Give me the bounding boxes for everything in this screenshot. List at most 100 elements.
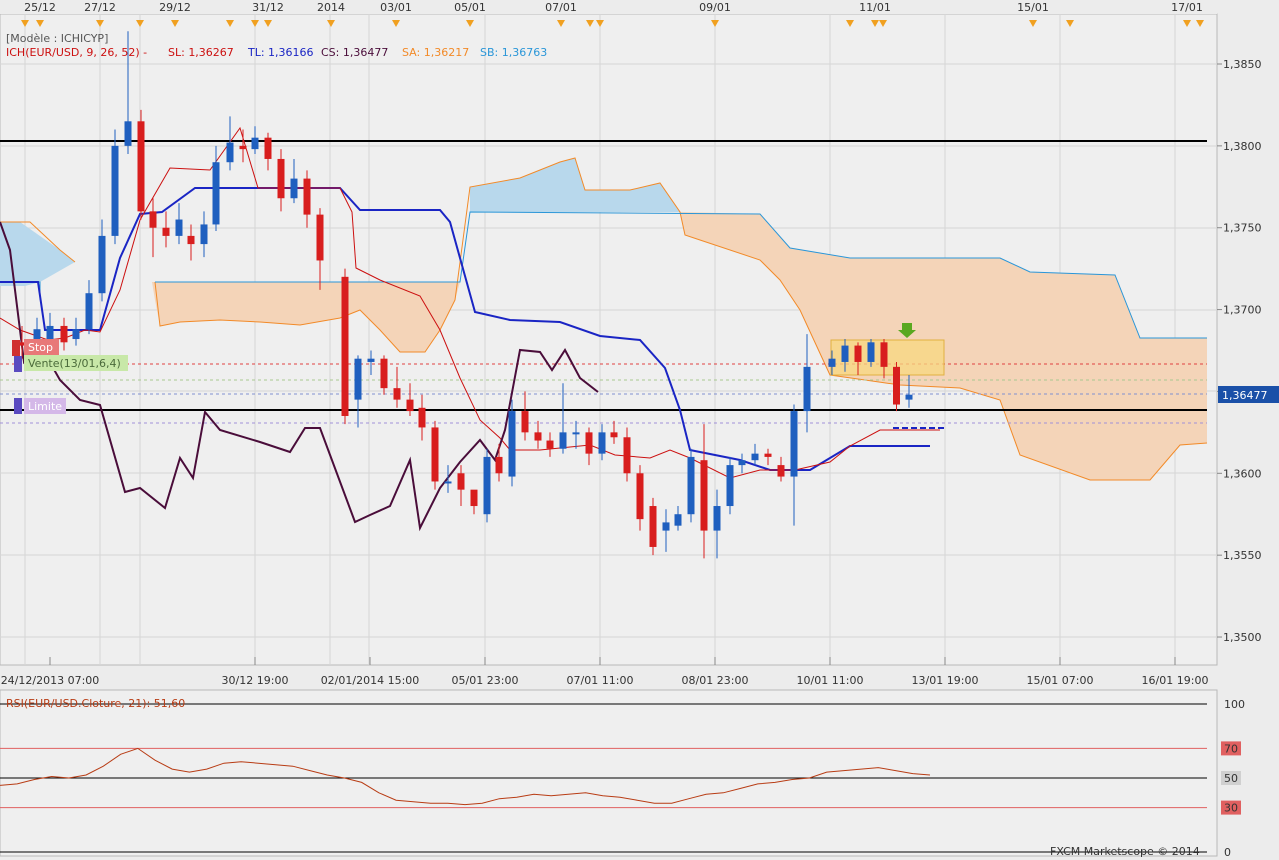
candle-body	[777, 465, 785, 477]
candle[interactable]	[212, 145, 220, 231]
bottom-axis-label: 08/01 23:00	[682, 674, 749, 687]
candle[interactable]	[303, 170, 311, 228]
candle[interactable]	[508, 399, 516, 487]
candle[interactable]	[251, 126, 259, 155]
sell-arrow-icon	[898, 323, 916, 338]
candle[interactable]	[239, 129, 247, 163]
candle[interactable]	[380, 355, 388, 395]
candle[interactable]	[98, 219, 106, 302]
candle[interactable]	[149, 198, 157, 258]
candle[interactable]	[610, 420, 618, 444]
candle[interactable]	[483, 448, 491, 523]
candle[interactable]	[72, 317, 80, 346]
candle-body	[726, 465, 734, 507]
candle[interactable]	[700, 424, 708, 559]
candle[interactable]	[738, 453, 746, 474]
candle-body	[316, 214, 324, 261]
candle[interactable]	[893, 361, 900, 412]
candle[interactable]	[636, 465, 644, 531]
candle[interactable]	[470, 489, 478, 515]
candle-body	[674, 514, 682, 526]
candle[interactable]	[790, 404, 798, 526]
candle[interactable]	[880, 339, 888, 379]
candle[interactable]	[751, 443, 759, 466]
candle[interactable]	[495, 443, 503, 482]
candle[interactable]	[290, 158, 298, 204]
candle[interactable]	[175, 203, 183, 245]
candle-body	[559, 432, 567, 449]
candle[interactable]	[341, 268, 349, 425]
candle[interactable]	[277, 149, 285, 212]
candle[interactable]	[828, 350, 836, 376]
candle[interactable]	[777, 456, 785, 482]
candle[interactable]	[803, 334, 811, 433]
candle-body	[880, 342, 888, 367]
candle[interactable]	[764, 448, 772, 466]
rsi-panel[interactable]	[0, 689, 1218, 857]
candle[interactable]	[18, 325, 26, 359]
rsi-level-bg	[1221, 741, 1241, 756]
event-marker-icon	[846, 20, 854, 27]
candle-body	[46, 325, 54, 343]
candle[interactable]	[662, 509, 670, 552]
bottom-axis-label: 24/12/2013 07:00	[1, 674, 100, 687]
candle[interactable]	[187, 224, 195, 261]
candle-body	[508, 411, 516, 477]
candle[interactable]	[162, 211, 170, 248]
candle[interactable]	[393, 366, 401, 408]
vente-order[interactable]: Vente(13/01,6,4)	[14, 355, 128, 372]
candle[interactable]	[623, 427, 631, 482]
horizontal-lines[interactable]	[0, 140, 1207, 424]
candle[interactable]	[418, 394, 426, 441]
candle[interactable]	[226, 116, 234, 171]
limite-marker	[14, 398, 22, 414]
candle-body	[662, 522, 670, 531]
cs-value: CS: 1,36477	[321, 46, 388, 59]
candle-body	[495, 456, 503, 474]
candlestick-series[interactable]	[18, 31, 913, 559]
candle[interactable]	[867, 339, 875, 367]
candle-body	[406, 399, 414, 412]
candle[interactable]	[572, 420, 580, 449]
candle[interactable]	[354, 355, 362, 428]
candle[interactable]	[521, 391, 529, 441]
candle[interactable]	[726, 456, 734, 515]
candle[interactable]	[137, 109, 145, 220]
candle[interactable]	[598, 424, 606, 461]
candle[interactable]	[713, 489, 721, 559]
candle[interactable]	[534, 420, 542, 449]
candle[interactable]	[406, 383, 414, 416]
candle[interactable]	[585, 427, 593, 466]
price-tick-label: 1,3800	[1223, 140, 1262, 153]
candle[interactable]	[444, 465, 452, 493]
candle[interactable]	[841, 339, 849, 372]
candle[interactable]	[60, 317, 68, 351]
candle[interactable]	[111, 129, 119, 245]
candle[interactable]	[367, 350, 375, 376]
candle[interactable]	[200, 211, 208, 258]
candle[interactable]	[457, 465, 465, 507]
stop-order[interactable]: Stop	[12, 339, 59, 356]
candle-body	[354, 358, 362, 400]
candle[interactable]	[85, 280, 93, 335]
candle-body	[803, 366, 811, 412]
limite-order[interactable]: Limite	[14, 398, 66, 414]
candle[interactable]	[687, 448, 695, 523]
event-marker-icon	[596, 20, 604, 27]
candle[interactable]	[649, 497, 657, 556]
candle[interactable]	[905, 375, 913, 408]
candle[interactable]	[431, 420, 439, 490]
candle-body	[264, 137, 272, 159]
candle[interactable]	[854, 342, 862, 376]
candle-body	[239, 145, 247, 150]
event-marker-icon	[251, 20, 259, 27]
candle[interactable]	[546, 432, 554, 457]
candle[interactable]	[124, 31, 132, 155]
vente-marker	[14, 356, 22, 372]
candle[interactable]	[559, 383, 567, 454]
candle[interactable]	[316, 208, 324, 290]
candle[interactable]	[264, 132, 272, 171]
candle-body	[457, 473, 465, 490]
candle[interactable]	[674, 506, 682, 531]
